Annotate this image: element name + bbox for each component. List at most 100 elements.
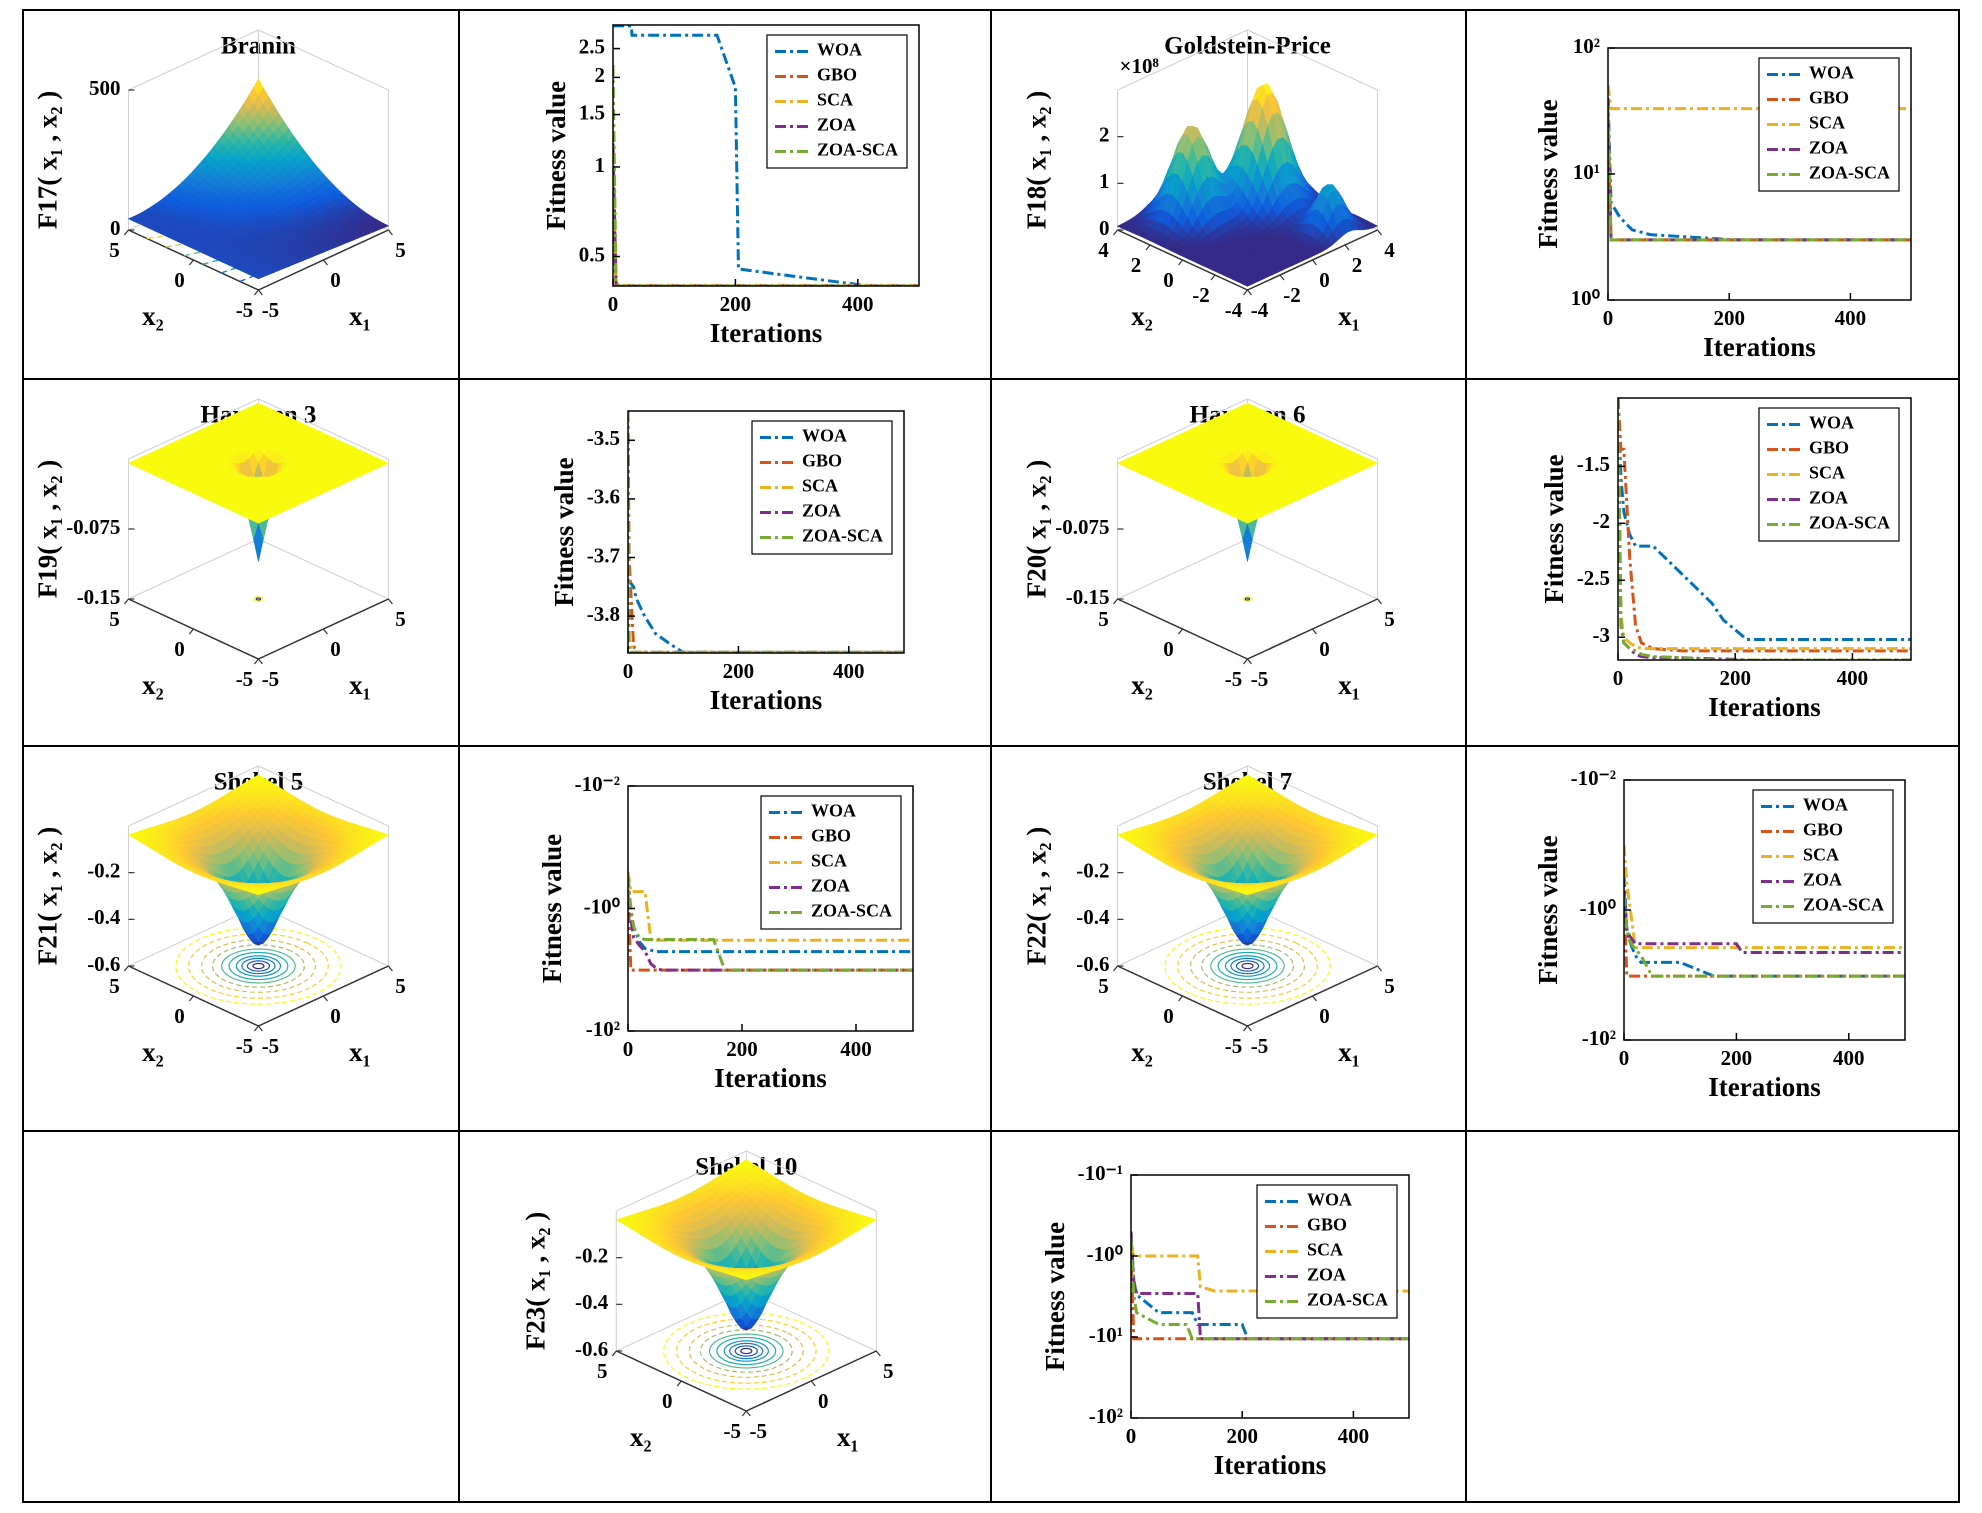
z-tick-label: 1 [1099, 169, 1110, 193]
x-axis-label: Iterations [1703, 332, 1815, 362]
x1-tick-label: 0 [330, 1004, 341, 1028]
legend-label: ZOA [1803, 870, 1842, 890]
series-line [613, 25, 919, 286]
x2-tick-label: 2 [1131, 253, 1142, 277]
legend-label: GBO [1809, 88, 1849, 108]
z-tick-label: 0 [110, 216, 121, 240]
legend-label: WOA [817, 40, 862, 60]
legend-label: WOA [802, 426, 847, 446]
x2-tick [188, 259, 194, 266]
legend-label: WOA [1803, 795, 1848, 815]
x2-tick [123, 598, 129, 605]
x1-tick [1247, 289, 1252, 296]
x2-tick [1145, 244, 1151, 251]
axis-box-edge [128, 538, 259, 600]
x1-axis-label: x₁ [1338, 1037, 1360, 1067]
x2-tick-label: -5 [236, 667, 254, 691]
y-tick-label: -2 [1593, 509, 1611, 533]
x1-tick-label: -5 [262, 298, 280, 322]
contour [1235, 960, 1260, 972]
x2-tick-label: -2 [1192, 283, 1210, 307]
x1-axis-label: x₁ [349, 301, 371, 331]
z-exponent: ×10⁸ [1120, 54, 1159, 78]
axis-box-edge [128, 398, 259, 460]
z-axis-label: F18( x₁ , x₂ ) [1022, 91, 1052, 229]
x2-tick [188, 628, 194, 635]
contour [1189, 939, 1306, 993]
x1-tick [257, 658, 263, 665]
axis-box-edge [258, 29, 389, 91]
x1-axis-label: x₁ [349, 1037, 371, 1067]
contour [252, 962, 265, 970]
x2-tick-label: -5 [236, 298, 254, 322]
x2-tick [253, 1025, 259, 1032]
x1-tick [257, 1025, 263, 1032]
contour [708, 1333, 784, 1369]
axis-box-edge [128, 29, 259, 91]
axis-box-edge [258, 398, 389, 460]
x-axis-label: Iterations [1708, 692, 1820, 722]
z-tick-label: 500 [89, 76, 121, 100]
legend-label: SCA [817, 90, 853, 110]
x1-tick-label: 2 [1352, 253, 1363, 277]
x2-tick [1113, 598, 1118, 605]
y-tick-label: -3 [1593, 623, 1611, 647]
contour [1244, 597, 1251, 601]
x-tick-label: 0 [623, 1037, 634, 1061]
x2-tick [1243, 658, 1248, 665]
x1-tick [322, 259, 328, 266]
axis-box-edge [1117, 29, 1248, 91]
x-tick-label: 0 [608, 292, 619, 316]
x1-tick-label: 5 [395, 238, 406, 262]
z-tick-label: 0 [1099, 216, 1110, 240]
z-tick-label: -0.4 [87, 905, 121, 929]
x1-tick [1377, 965, 1382, 972]
x1-tick-label: -5 [1251, 1034, 1269, 1058]
x1-tick-label: 0 [330, 268, 341, 292]
y-tick-label: -3.6 [587, 485, 620, 509]
x2-tick-label: 5 [109, 974, 120, 998]
legend-label: SCA [1809, 113, 1845, 133]
y-tick-label: 2 [595, 63, 606, 87]
series-line [1608, 105, 1911, 242]
x1-tick [1312, 259, 1317, 266]
y-tick-label: -3.7 [587, 543, 620, 567]
z-axis-label: F19( x₁ , x₂ ) [33, 460, 63, 598]
y-tick-label: -10⁻² [575, 772, 620, 796]
legend-label: ZOA [811, 876, 850, 896]
y-tick-label: -2.5 [1577, 566, 1610, 590]
legend-label: ZOA [802, 501, 841, 521]
legend-label: ZOA-SCA [1809, 163, 1890, 183]
z-axis-label: F22( x₁ , x₂ ) [1022, 827, 1052, 965]
x1-tick [322, 628, 328, 635]
z-tick-label: 2 [1099, 122, 1110, 146]
x1-tick-label: -5 [262, 1034, 280, 1058]
y-axis-label: Fitness value [1533, 99, 1563, 248]
x2-axis-label: x₂ [142, 301, 164, 331]
y-tick-label: -1.5 [1577, 452, 1610, 476]
x1-tick-label: 5 [395, 607, 406, 631]
x2-tick [1243, 1025, 1248, 1032]
x2-tick-label: 0 [1163, 637, 1174, 661]
legend-label: GBO [1803, 820, 1843, 840]
x-tick-label: 0 [623, 659, 634, 683]
legend-label: GBO [802, 451, 842, 471]
x2-tick-label: -5 [1225, 1034, 1243, 1058]
axis-box-edge [1117, 538, 1248, 600]
x2-tick-label: -5 [1225, 667, 1243, 691]
axis-box-edge [258, 538, 389, 600]
x2-tick-label: -4 [1225, 298, 1243, 322]
x2-tick [253, 658, 259, 665]
legend-label: ZOA [1809, 138, 1848, 158]
contour [211, 944, 306, 988]
x2-tick-label: 0 [174, 1004, 185, 1028]
x1-axis-label: x₁ [1338, 670, 1360, 700]
x1-tick [387, 598, 393, 605]
legend-label: ZOA-SCA [802, 526, 883, 546]
x-tick-label: 0 [1619, 1046, 1630, 1070]
x-tick-label: 400 [1835, 306, 1867, 330]
x1-tick [1377, 229, 1382, 236]
x-axis-label: Iterations [710, 318, 822, 348]
